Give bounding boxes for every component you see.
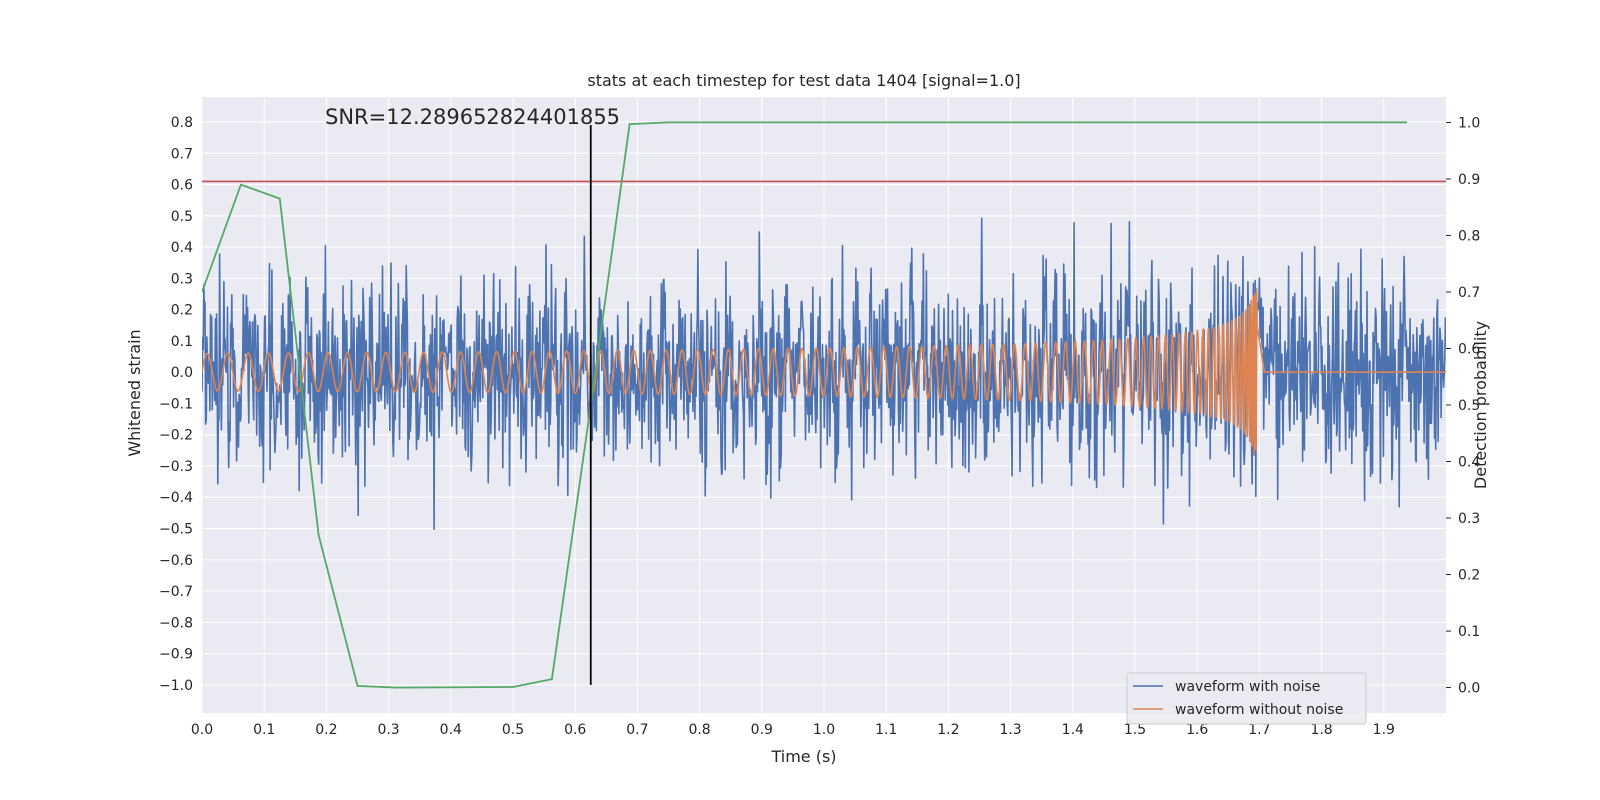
x-tick-label: 0.0	[191, 722, 213, 738]
x-tick-label: 0.1	[253, 722, 275, 738]
y2-tick-label: 0.9	[1458, 172, 1480, 188]
legend-box	[1126, 672, 1367, 725]
y-tick-label: −0.5	[159, 522, 193, 538]
y2-tick-label: 0.4	[1458, 455, 1480, 471]
y2-tick-label: 0.2	[1458, 568, 1480, 584]
x-tick-label: 0.7	[626, 722, 648, 738]
y-tick-label: −0.7	[159, 584, 193, 600]
x-tick-label: 1.2	[937, 722, 959, 738]
y-tick-label: 0.0	[171, 365, 193, 381]
x-tick-label: 0.3	[377, 722, 399, 738]
x-tick-label: 1.4	[1062, 722, 1084, 738]
y-tick-label: 0.3	[171, 271, 193, 287]
y2-tick-label: 0.3	[1458, 511, 1480, 527]
y2-tick-label: 1.0	[1458, 115, 1480, 131]
y-tick-label: −0.9	[159, 647, 193, 663]
y-tick-label: 0.8	[171, 115, 193, 131]
y2-axis-label: Detection probability	[1471, 321, 1490, 489]
x-tick-label: 0.4	[440, 722, 462, 738]
y-tick-label: −0.8	[159, 615, 193, 631]
y2-tick-label: 0.7	[1458, 285, 1480, 301]
detection-probability-line	[202, 121, 1408, 689]
snr-annotation: SNR=12.289652824401855	[325, 105, 620, 129]
x-tick-label: 1.6	[1186, 722, 1208, 738]
y-tick-label: 0.5	[171, 209, 193, 225]
y-axis-label: Whitened strain	[125, 329, 144, 456]
y-tick-label: −0.2	[159, 428, 193, 444]
x-tick-label: 0.6	[564, 722, 586, 738]
y2-tick-label: 0.6	[1458, 341, 1480, 357]
y-tick-label: 0.6	[171, 178, 193, 194]
chart-title: stats at each timestep for test data 140…	[587, 71, 1020, 90]
x-tick-label: 0.5	[502, 722, 524, 738]
y2-tick-label: 0.5	[1458, 398, 1480, 414]
legend-label-clean: waveform without noise	[1175, 702, 1343, 718]
x-tick-label: 1.8	[1310, 722, 1332, 738]
y-tick-label: 0.7	[171, 146, 193, 162]
x-tick-label: 0.9	[751, 722, 773, 738]
y-tick-label: −0.4	[159, 490, 193, 506]
x-axis-label: Time (s)	[770, 747, 836, 766]
legend: waveform with noise waveform without noi…	[1126, 672, 1367, 725]
legend-label-noise: waveform with noise	[1175, 679, 1320, 695]
series-group	[202, 121, 1446, 689]
x-tick-label: 1.7	[1248, 722, 1270, 738]
y-tick-label: 0.4	[171, 240, 193, 256]
grid	[201, 97, 1446, 713]
x-tick-label: 1.0	[813, 722, 835, 738]
y-tick-label: −1.0	[159, 678, 193, 694]
y-tick-label: 0.1	[171, 334, 193, 350]
tick-labels: 0.0 0.1 0.2 0.3 0.4 0.5 0.6 0.7 0.8 0.9 1.0 1.1 1.2 1…	[159, 115, 1480, 738]
x-tick-label: 1.5	[1124, 722, 1146, 738]
y2-tick-label: 0.0	[1458, 681, 1480, 697]
y-tick-label: −0.1	[159, 396, 193, 412]
x-tick-label: 1.1	[875, 722, 897, 738]
y2-tick-label: 0.1	[1458, 624, 1480, 640]
x-tick-label: 0.8	[688, 722, 710, 738]
y-tick-label: −0.6	[159, 553, 193, 569]
data-layer	[202, 121, 1446, 689]
y-tick-label: 0.2	[171, 303, 193, 319]
x-tick-label: 0.2	[315, 722, 337, 738]
x-tick-label: 1.3	[999, 722, 1021, 738]
x-tick-label: 1.9	[1373, 722, 1395, 738]
y2-tick-label: 0.8	[1458, 228, 1480, 244]
y-tick-label: −0.3	[159, 459, 193, 475]
waveform-without-noise-line	[202, 288, 1446, 455]
